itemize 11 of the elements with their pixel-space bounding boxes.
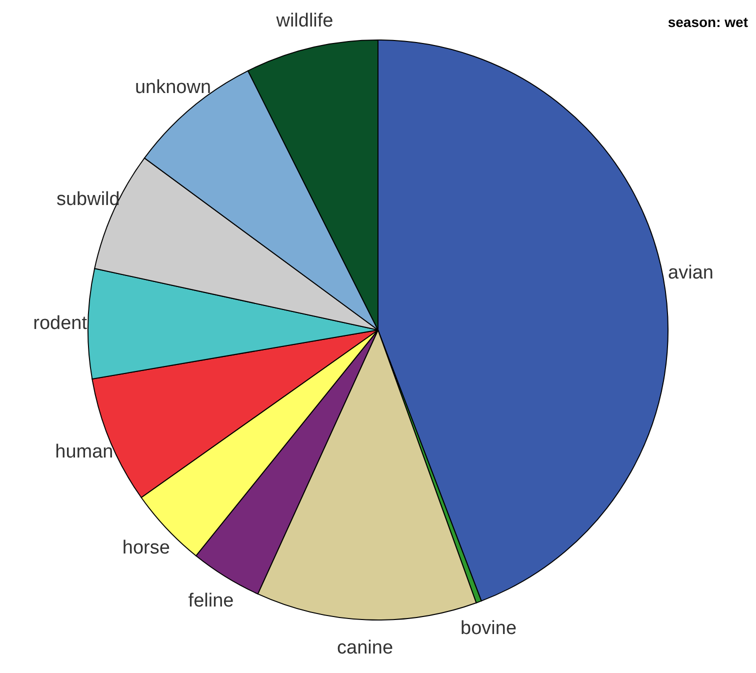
slice-label: rodent	[33, 313, 88, 334]
slice-label: bovine	[460, 618, 517, 640]
chart-title: season: wet	[668, 14, 748, 30]
slice-label: horse	[122, 538, 170, 559]
slice-label: human	[55, 442, 114, 463]
slice-label: feline	[188, 590, 234, 612]
slice-label: avian	[668, 262, 714, 284]
slice-label: canine	[337, 638, 394, 659]
slice-label: subwild	[56, 189, 120, 210]
slice-label: unknown	[134, 76, 212, 98]
slice-label: wildlife	[275, 10, 334, 32]
